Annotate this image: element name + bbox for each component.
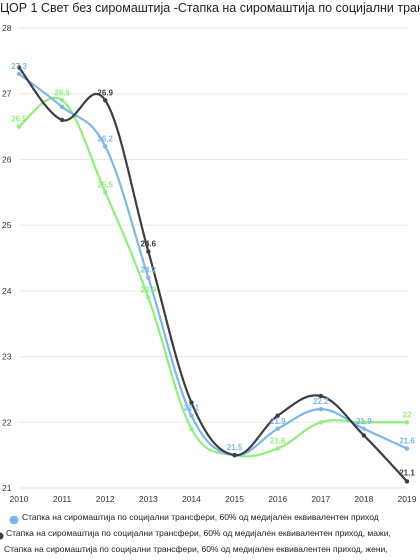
x-tick-label: 2011 bbox=[53, 494, 72, 504]
series-total-data-label: 24.2 bbox=[141, 266, 157, 275]
y-tick-label: 25 bbox=[2, 220, 12, 230]
x-tick-label: 2017 bbox=[311, 494, 330, 504]
y-tick-label: 23 bbox=[2, 352, 12, 362]
x-tick-label: 2015 bbox=[225, 494, 244, 504]
series-men-point[interactable] bbox=[59, 117, 65, 123]
series-men-point[interactable] bbox=[404, 479, 410, 484]
series-total-point[interactable] bbox=[16, 71, 22, 77]
y-tick-label: 28 bbox=[2, 23, 12, 33]
axis-labels: 21 22 23 24 25 26 27 28 2010 2011 2012 2013 2014 2015… bbox=[2, 23, 417, 504]
x-tick-label: 2013 bbox=[139, 494, 158, 504]
series-total-point[interactable] bbox=[318, 406, 323, 412]
series-men-point[interactable] bbox=[146, 249, 151, 254]
series-women-data-label: 26.5 bbox=[11, 115, 27, 124]
y-tick-label: 27 bbox=[2, 89, 12, 99]
series-women-point[interactable] bbox=[189, 426, 194, 432]
series-men-point[interactable] bbox=[318, 393, 323, 399]
line-chart: 21 22 23 24 25 26 27 28 2010 2011 2012 2013 2014 2015… bbox=[2, 23, 417, 504]
series-women-data-label: 23.9 bbox=[141, 285, 157, 294]
series-women-point[interactable] bbox=[361, 420, 367, 425]
x-tick-label: 2012 bbox=[96, 494, 115, 504]
series-total-data-label: 22.2 bbox=[313, 397, 329, 406]
gridlines bbox=[19, 27, 407, 489]
legend-marker-total bbox=[9, 516, 19, 524]
series-women-point[interactable] bbox=[146, 295, 151, 300]
x-tick-label: 2010 bbox=[10, 494, 29, 504]
series-total-point[interactable] bbox=[103, 144, 108, 149]
x-tick-label: 2019 bbox=[398, 494, 417, 504]
legend-item-men[interactable]: Стапка на сиромаштија по социјални транс… bbox=[0, 526, 420, 542]
x-tick-label: 2014 bbox=[182, 494, 201, 504]
series-total-data-label: 22.1 bbox=[184, 404, 200, 413]
series-women-data-label: 21.6 bbox=[270, 437, 286, 446]
y-tick-label: 22 bbox=[2, 417, 12, 427]
series-women-line bbox=[18, 96, 407, 458]
series-total-data-label: 21.9 bbox=[270, 417, 286, 426]
series-men-data-label: 26.9 bbox=[97, 88, 113, 97]
legend-label-men: Стапка на сиромаштија по социјални транс… bbox=[6, 528, 391, 538]
data-labels: 27.3 26.2 24.2 22.1 21.5 21.9 22.2 21.9 21.6 26.9… bbox=[11, 62, 415, 477]
series-total-data-label: 21.9 bbox=[356, 417, 372, 426]
legend-label-women: Стапка на сиромаштија по социјални транс… bbox=[4, 544, 388, 554]
series-total-line bbox=[18, 73, 408, 457]
series-men-point[interactable] bbox=[189, 400, 194, 405]
y-tick-label: 21 bbox=[2, 483, 12, 493]
series-total-data-label: 26.2 bbox=[97, 134, 113, 143]
x-tick-label: 2016 bbox=[268, 494, 287, 504]
series-total-data-label: 21.5 bbox=[227, 443, 243, 452]
legend-label-total: Стапка на сиромаштија по социјални транс… bbox=[22, 512, 379, 522]
series-total-point[interactable] bbox=[275, 426, 280, 432]
series-women-data-label: 26.9 bbox=[54, 88, 70, 97]
series-men-point[interactable] bbox=[361, 433, 367, 438]
series-total-point[interactable] bbox=[361, 426, 367, 432]
chart-title: ЦОР 1 Свет без сиромаштија -Стапка на си… bbox=[0, 1, 420, 15]
series-men-point[interactable] bbox=[103, 98, 108, 103]
y-tick-label: 24 bbox=[2, 286, 12, 296]
legend: Стапка на сиромаштија по социјални транс… bbox=[0, 510, 420, 558]
series-total-point[interactable] bbox=[59, 104, 65, 110]
series-total-point[interactable] bbox=[189, 413, 194, 418]
series-men-point[interactable] bbox=[232, 452, 237, 458]
series-lines bbox=[16, 65, 410, 484]
series-men-line bbox=[18, 66, 408, 483]
series-women-point[interactable] bbox=[275, 446, 280, 451]
series-women-point[interactable] bbox=[59, 98, 65, 103]
series-women-data-label: 22 bbox=[403, 410, 412, 419]
series-total-data-label: 27.3 bbox=[11, 62, 27, 71]
series-total-point[interactable] bbox=[404, 446, 410, 451]
legend-item-total[interactable]: Стапка на сиромаштија по социјални транс… bbox=[0, 510, 420, 526]
legend-item-women[interactable]: Стапка на сиромаштија по социјални транс… bbox=[0, 542, 420, 558]
series-women-point[interactable] bbox=[318, 420, 323, 425]
series-women-point[interactable] bbox=[103, 190, 108, 195]
series-total-data-label: 21.6 bbox=[399, 437, 415, 446]
series-total-point[interactable] bbox=[146, 275, 151, 280]
series-men-data-label: 21.1 bbox=[399, 468, 415, 477]
series-men-point[interactable] bbox=[275, 413, 280, 418]
legend-marker-men bbox=[0, 532, 4, 540]
x-tick-label: 2018 bbox=[354, 494, 373, 504]
series-women-data-label: 25.5 bbox=[97, 180, 113, 189]
series-men-data-label: 24.6 bbox=[141, 239, 157, 248]
y-tick-label: 26 bbox=[2, 154, 12, 164]
series-women-point[interactable] bbox=[16, 124, 22, 129]
series-men-point[interactable] bbox=[16, 65, 22, 70]
series-women-point[interactable] bbox=[404, 420, 410, 425]
